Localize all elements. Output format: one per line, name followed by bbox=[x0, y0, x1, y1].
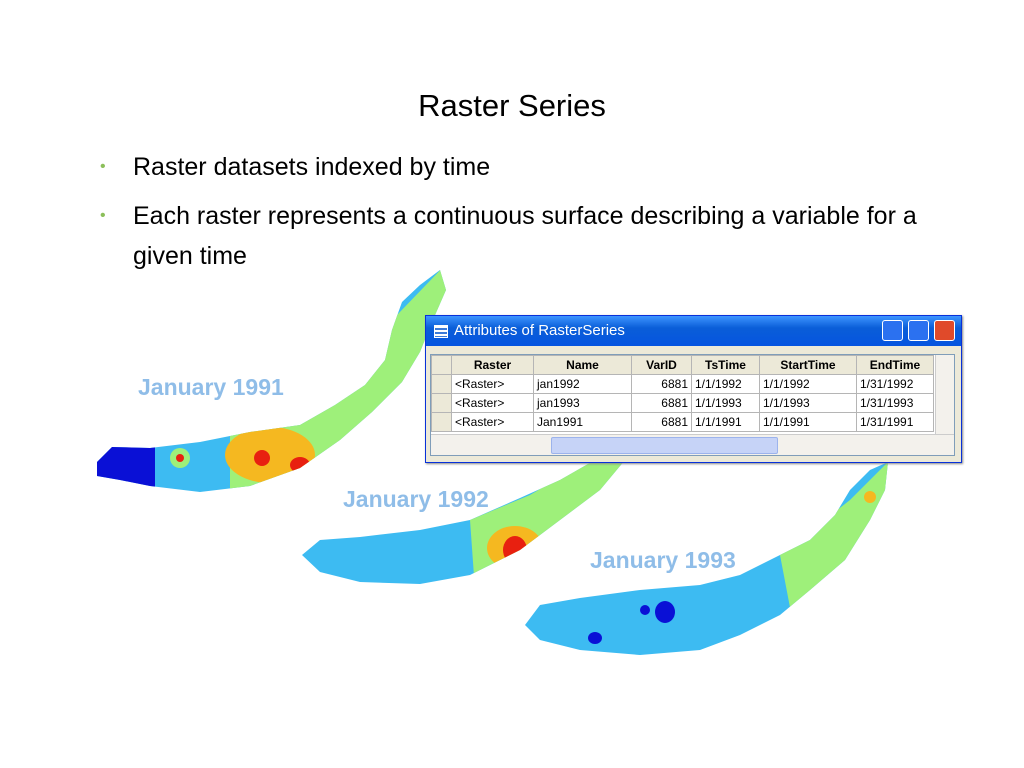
table-cell: 1/1/1992 bbox=[759, 374, 857, 394]
attribute-table: Raster Name VarID TsTime StartTime EndTime <Ra… bbox=[431, 355, 934, 432]
bullet-text: Raster datasets indexed by time bbox=[133, 153, 491, 181]
minimize-button[interactable] bbox=[882, 320, 903, 341]
maximize-button[interactable] bbox=[908, 320, 929, 341]
row-selector bbox=[431, 393, 452, 413]
table-cell: 1/1/1991 bbox=[691, 412, 760, 432]
table-cell: 1/1/1992 bbox=[691, 374, 760, 394]
table-cell: 1/1/1993 bbox=[759, 393, 857, 413]
row-header-corner bbox=[431, 355, 452, 375]
table-cell: 6881 bbox=[631, 374, 692, 394]
table-cell: Jan1991 bbox=[533, 412, 632, 432]
window-title: Attributes of RasterSeries bbox=[454, 322, 625, 339]
column-header: StartTime bbox=[759, 355, 857, 375]
title-bar: Attributes of RasterSeries bbox=[426, 316, 961, 346]
header-row: Raster Name VarID TsTime StartTime EndTime bbox=[431, 355, 934, 375]
attribute-window: Attributes of RasterSeries Raster Name Var… bbox=[425, 315, 962, 463]
table-cell: <Raster> bbox=[451, 412, 534, 432]
map-label: January 1991 bbox=[138, 374, 284, 400]
table-row: <Raster> jan1992 6881 1/1/1992 1/1/1992 1/31/… bbox=[431, 374, 934, 394]
row-selector bbox=[431, 374, 452, 394]
horizontal-scrollbar[interactable] bbox=[431, 434, 954, 455]
bullet-text: Each raster represents a continuous surf… bbox=[133, 202, 917, 270]
column-header: Raster bbox=[451, 355, 534, 375]
table-cell: 1/31/1991 bbox=[856, 412, 934, 432]
column-header: EndTime bbox=[856, 355, 934, 375]
slide-title: Raster Series bbox=[418, 88, 606, 123]
table-cell: 6881 bbox=[631, 412, 692, 432]
table-cell: jan1993 bbox=[533, 393, 632, 413]
table-cell: 1/31/1993 bbox=[856, 393, 934, 413]
table-cell: 1/31/1992 bbox=[856, 374, 934, 394]
column-header: Name bbox=[533, 355, 632, 375]
bullet: • Raster datasets indexed by time bbox=[100, 147, 920, 187]
table-cell: jan1992 bbox=[533, 374, 632, 394]
table-cell: <Raster> bbox=[451, 393, 534, 413]
table-cell: 1/1/1993 bbox=[691, 393, 760, 413]
window-icon bbox=[434, 325, 448, 338]
table-cell: <Raster> bbox=[451, 374, 534, 394]
column-header: VarID bbox=[631, 355, 692, 375]
map-label: January 1992 bbox=[343, 486, 489, 512]
row-selector bbox=[431, 412, 452, 432]
table-row: <Raster> jan1993 6881 1/1/1993 1/1/1993 1/31/… bbox=[431, 393, 934, 413]
scroll-thumb[interactable] bbox=[551, 437, 778, 454]
map-label: January 1993 bbox=[590, 547, 736, 573]
bullet: • Each raster represents a continuous sur… bbox=[100, 196, 920, 276]
column-header: TsTime bbox=[691, 355, 760, 375]
table-cell: 1/1/1991 bbox=[759, 412, 857, 432]
close-button[interactable] bbox=[934, 320, 955, 341]
vertical-scrollbar[interactable] bbox=[935, 355, 954, 435]
table-cell: 6881 bbox=[631, 393, 692, 413]
table-grid: Raster Name VarID TsTime StartTime EndTime <Ra… bbox=[430, 354, 955, 456]
table-row: <Raster> Jan1991 6881 1/1/1991 1/1/1991 1/31/… bbox=[431, 412, 934, 432]
